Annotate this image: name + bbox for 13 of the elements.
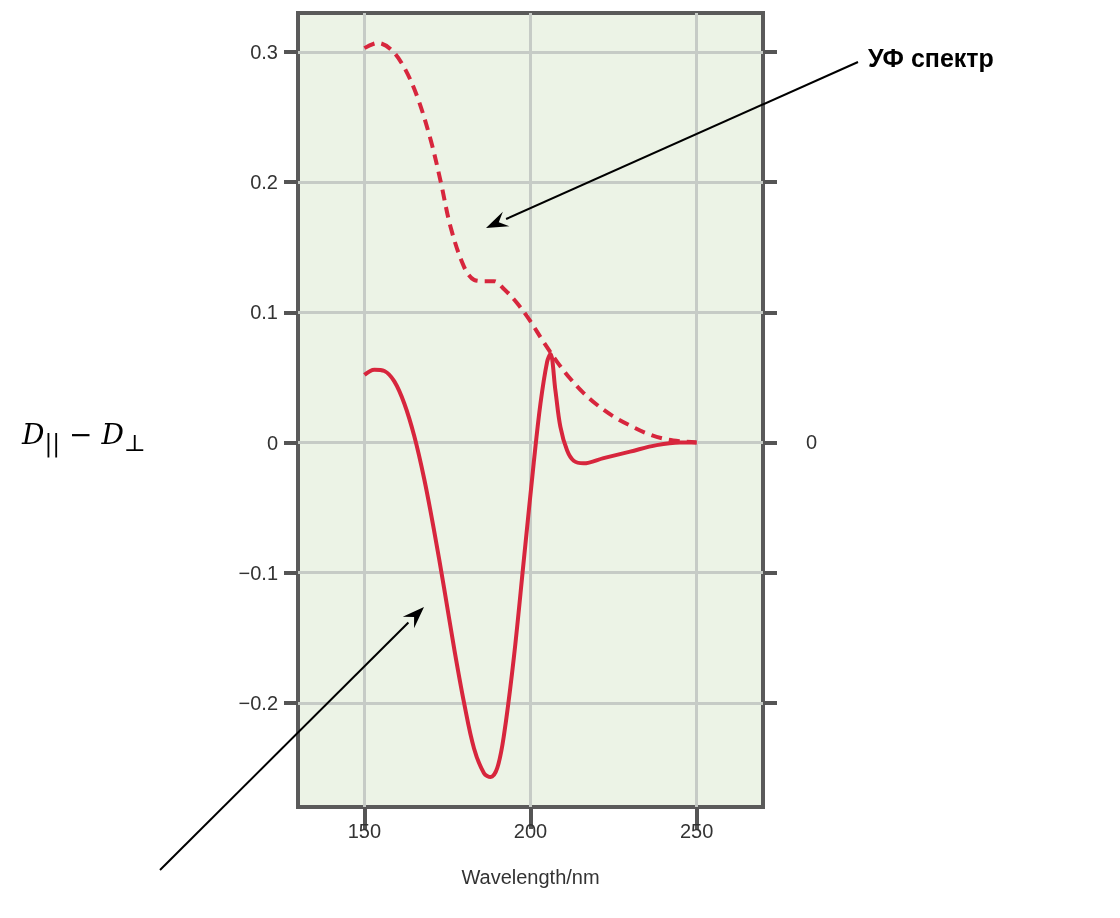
text: 0: [806, 431, 818, 454]
y-axis-title: D$_{||}$ − D$_{⊥}$: [22, 418, 146, 457]
x-tick-label: 200: [513, 820, 548, 842]
x-axis-title: Wavelength/nm: [461, 866, 600, 888]
y-tick-label: 0.2: [250, 171, 278, 194]
y-tick-label: −0.2: [238, 691, 278, 714]
x-tick-label: 150: [347, 820, 382, 842]
y-tick-label: 0.1: [250, 301, 278, 324]
y-tick-label: −0.1: [238, 561, 278, 584]
y-tick-label: 0.3: [250, 41, 278, 64]
x-tick-label: 250: [679, 820, 714, 842]
text: УФ спектр: [868, 44, 994, 73]
y-tick-label: 0: [266, 431, 278, 454]
